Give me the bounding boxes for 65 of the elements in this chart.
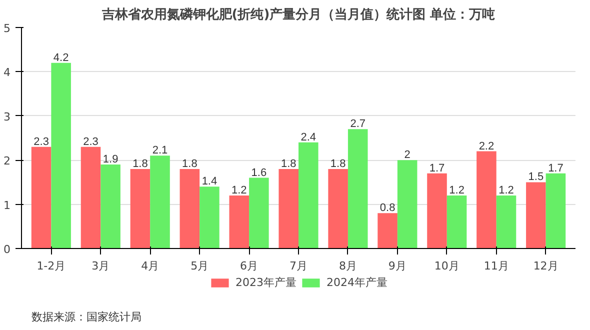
- y-tick-label: 0: [4, 243, 10, 256]
- data-label: 1.7: [548, 162, 564, 174]
- x-tick-label: 10月: [434, 260, 460, 272]
- bar: [496, 195, 516, 248]
- bar: [378, 213, 398, 248]
- data-label: 1.2: [449, 184, 464, 196]
- data-label: 1.8: [132, 158, 148, 170]
- bar: [328, 168, 348, 248]
- data-label: 1.4: [202, 176, 218, 188]
- x-tick-label: 7月: [290, 260, 308, 272]
- bar: [130, 168, 150, 248]
- bar: [298, 142, 318, 248]
- y-tick-label: 4: [4, 66, 10, 80]
- bar: [348, 129, 368, 248]
- chart-title: 吉林省农用氮磷钾化肥(折纯)产量分月（当月值）统计图 单位：万吨: [100, 6, 496, 22]
- data-label: 1.2: [498, 184, 514, 196]
- bar: [546, 173, 566, 248]
- data-label: 1.6: [251, 166, 267, 179]
- x-tick-label: 4月: [141, 260, 160, 272]
- y-tick-label: 1: [4, 198, 10, 212]
- bar: [229, 195, 250, 248]
- bar: [180, 168, 200, 248]
- source-note: 数据来源：国家统计局: [32, 310, 142, 324]
- y-tick-label: 5: [4, 22, 10, 35]
- data-label: 2: [404, 149, 410, 162]
- x-tick-label: 1-2月: [36, 260, 66, 272]
- legend-label: 2023年产量: [236, 275, 296, 290]
- bar: [249, 178, 269, 248]
- data-label: 1.7: [429, 162, 445, 174]
- data-label: 1.9: [102, 154, 118, 166]
- data-label: 2.3: [34, 136, 49, 148]
- x-tick-label: 9月: [388, 260, 406, 272]
- y-tick-label: 3: [4, 110, 10, 124]
- x-tick-label: 6月: [240, 260, 258, 272]
- bar: [100, 164, 120, 248]
- x-tick-label: 8月: [338, 260, 357, 272]
- bar: [80, 146, 101, 248]
- data-label: 1.8: [182, 158, 198, 170]
- x-tick-label: 12月: [533, 260, 558, 272]
- data-label: 1.2: [231, 184, 247, 196]
- bar: [476, 151, 496, 248]
- bar: [31, 146, 52, 248]
- y-tick-label: 2: [4, 154, 10, 168]
- data-label: 2.1: [152, 144, 168, 157]
- data-label: 1.8: [280, 158, 296, 170]
- legend-label: 2024年产量: [326, 275, 388, 290]
- bar: [200, 186, 220, 248]
- bar: [446, 195, 467, 248]
- data-label: 1.5: [528, 171, 544, 184]
- x-tick-label: 5月: [190, 260, 209, 272]
- bar: [427, 173, 447, 248]
- data-label: 2.2: [478, 140, 494, 152]
- bar: [526, 182, 546, 248]
- data-label: 2.4: [300, 131, 316, 144]
- bar: [278, 168, 298, 248]
- bar: [397, 160, 418, 248]
- bar: [150, 156, 170, 248]
- data-label: 2.3: [83, 136, 98, 148]
- x-tick-label: 3月: [92, 260, 110, 272]
- data-label: 2.7: [350, 118, 366, 130]
- data-label: 4.2: [53, 52, 69, 64]
- data-label: 0.8: [380, 202, 396, 214]
- x-tick-label: 11月: [484, 260, 509, 272]
- bar: [51, 62, 71, 248]
- data-label: 1.8: [330, 158, 346, 170]
